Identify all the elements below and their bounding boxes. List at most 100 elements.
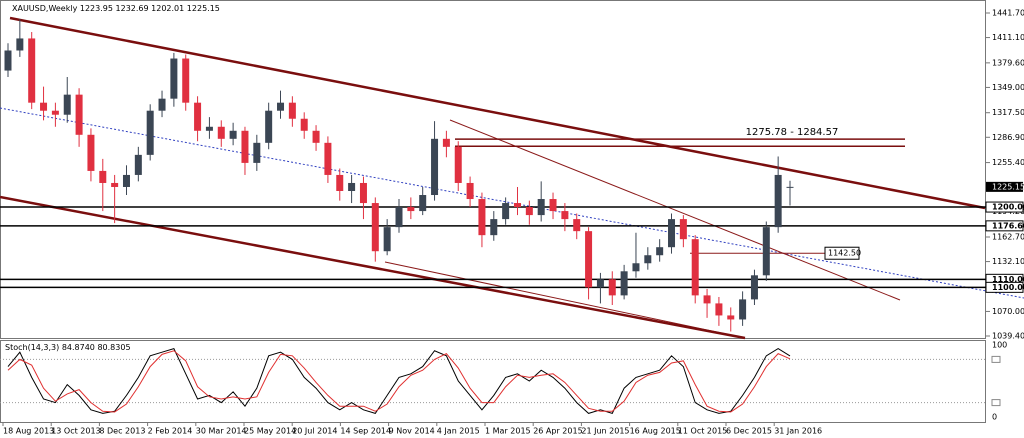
level-label: 1100.00 xyxy=(992,283,1024,292)
x-tick-label: 8 Dec 2013 xyxy=(99,427,145,436)
candle-body xyxy=(502,203,510,220)
candle-body xyxy=(40,102,48,111)
price-panel xyxy=(0,0,986,339)
trendline xyxy=(384,261,746,339)
candle-body xyxy=(739,299,747,320)
symbol: XAUUSD,Weekly xyxy=(12,4,78,13)
chart-header: XAUUSD,Weekly 1223.95 1232.69 1202.01 12… xyxy=(12,4,220,13)
candle-body xyxy=(312,130,320,143)
candle-body xyxy=(395,207,403,228)
candle-body xyxy=(383,227,391,252)
trendlines xyxy=(0,16,1024,340)
candle-body xyxy=(561,211,569,220)
candle-body xyxy=(28,38,36,103)
candle-body xyxy=(75,94,83,135)
candle-body xyxy=(727,315,735,320)
candle-body xyxy=(668,219,676,248)
price-label: 1225.15 xyxy=(992,182,1024,191)
channel-line xyxy=(0,195,746,340)
level-label: 1176.60 xyxy=(992,221,1024,230)
y-tick-label: 1255.40 xyxy=(992,158,1024,167)
candle-body xyxy=(490,219,498,236)
stoch-level-box xyxy=(991,399,1001,407)
x-tick-label: 11 Oct 2015 xyxy=(678,427,727,436)
candle-body xyxy=(217,126,225,139)
candle-body xyxy=(419,195,427,212)
candle-body xyxy=(63,94,71,115)
candle-body xyxy=(87,134,95,171)
candle-body xyxy=(774,174,782,228)
candle-body xyxy=(442,138,450,147)
candle-body xyxy=(466,182,474,200)
candle-body xyxy=(324,142,332,175)
stoch-header: Stoch(14,3,3) 84.8740 80.8305 xyxy=(5,343,131,352)
trendline xyxy=(449,119,901,301)
x-tick-label: 26 Apr 2015 xyxy=(533,427,582,436)
candle-body xyxy=(525,207,533,216)
x-tick-label: 9 Nov 2014 xyxy=(389,427,435,436)
y-tick-label: 1411.10 xyxy=(992,33,1024,42)
candle-body xyxy=(715,303,723,316)
candle-body xyxy=(241,130,249,163)
stoch-title: Stoch(14,3,3) xyxy=(5,343,59,352)
candle-body xyxy=(585,231,593,288)
x-tick-label: 25 May 2014 xyxy=(244,427,296,436)
x-tick-label: 1 Mar 2015 xyxy=(485,427,531,436)
y-tick-label: 1132.10 xyxy=(992,257,1024,266)
candle-body xyxy=(762,227,770,276)
candle-body xyxy=(656,247,664,256)
candle-body xyxy=(182,58,190,103)
x-tick-label: 2 Feb 2014 xyxy=(148,427,193,436)
candle-body xyxy=(134,154,142,175)
x-tick-label: 13 Oct 2013 xyxy=(51,427,100,436)
marker-label: 1142.50 xyxy=(828,249,861,258)
y-tick-label: 1317.50 xyxy=(992,108,1024,117)
x-tick-label: 30 Mar 2014 xyxy=(196,427,247,436)
y-tick-label: 1162.70 xyxy=(992,233,1024,242)
y-tick-label: 1286.90 xyxy=(992,133,1024,142)
candle-body xyxy=(454,146,462,183)
candle-body xyxy=(99,170,107,183)
candle-body xyxy=(573,219,581,232)
candle-body xyxy=(750,275,758,300)
y-tick-label: 1070.00 xyxy=(992,307,1024,316)
stoch-tick-label: 100 xyxy=(992,341,1007,350)
stoch-d xyxy=(7,350,791,413)
stoch-panel xyxy=(0,340,986,423)
candle-body xyxy=(644,255,652,264)
x-tick-label: 14 Sep 2014 xyxy=(340,427,391,436)
candle-body xyxy=(277,102,285,111)
y-tick-label: 1379.60 xyxy=(992,58,1024,67)
candle-body xyxy=(51,110,59,115)
level-box xyxy=(985,281,1024,293)
candle-body xyxy=(537,199,545,216)
candle-body xyxy=(431,138,439,196)
y-tick-label: 1441.70 xyxy=(992,9,1024,18)
candle-body xyxy=(288,102,296,119)
k-label: 84.8740 xyxy=(62,343,95,352)
x-tick-label: 18 Aug 2013 xyxy=(3,427,54,436)
marker-box xyxy=(824,246,860,260)
level-box xyxy=(985,201,1024,213)
y-tick-label: 1039.40 xyxy=(992,332,1024,341)
candle-body xyxy=(229,130,237,139)
candle-body xyxy=(620,271,628,296)
x-tick-label: 21 Jun 2015 xyxy=(581,427,629,436)
candle-body xyxy=(703,295,711,304)
level-label: 1110.00 xyxy=(992,275,1024,284)
open-value: 1223.95 xyxy=(80,4,113,13)
candle-body xyxy=(253,142,261,163)
candle-body xyxy=(371,203,379,252)
candle-body xyxy=(122,174,130,187)
x-tick-label: 16 Aug 2015 xyxy=(630,427,681,436)
stoch-tick-label: 0 xyxy=(992,413,997,422)
candle-body xyxy=(348,182,356,191)
candle-body xyxy=(4,50,12,71)
candle-body xyxy=(170,58,178,99)
x-tick-label: 6 Dec 2015 xyxy=(726,427,772,436)
candle-body xyxy=(336,174,344,191)
x-tick-label: 4 Jan 2015 xyxy=(437,427,480,436)
candle-body xyxy=(205,126,213,131)
trendline xyxy=(0,107,1024,299)
